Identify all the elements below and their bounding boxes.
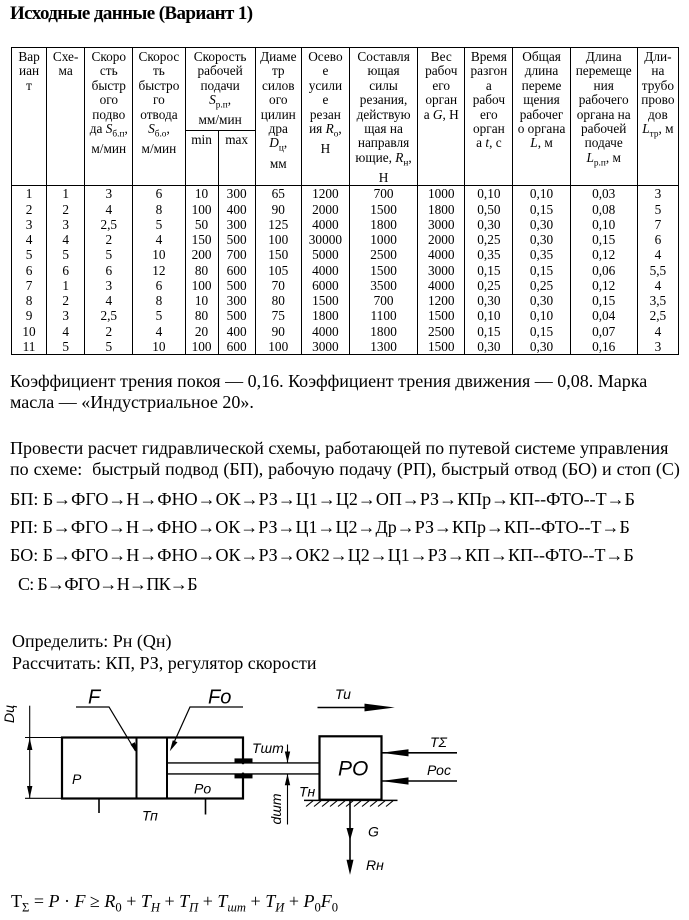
svg-text:Ти: Ти (335, 686, 351, 702)
svg-text:Тшт: Тшт (252, 740, 284, 756)
svg-text:F: F (88, 687, 102, 709)
svg-text:Rн: Rн (366, 857, 384, 873)
svg-text:Тн: Тн (299, 784, 316, 800)
svg-text:Po: Po (194, 781, 211, 797)
svg-text:Рос: Рос (427, 762, 451, 778)
svg-text:G: G (368, 824, 379, 840)
svg-text:Dц: Dц (1, 705, 17, 723)
svg-text:ТΣ: ТΣ (430, 734, 448, 750)
svg-text:РО: РО (338, 758, 368, 781)
svg-text:Fo: Fo (208, 687, 231, 709)
svg-text:dшт: dшт (268, 793, 284, 824)
svg-text:Тп: Тп (142, 808, 158, 824)
svg-text:P: P (72, 771, 82, 787)
